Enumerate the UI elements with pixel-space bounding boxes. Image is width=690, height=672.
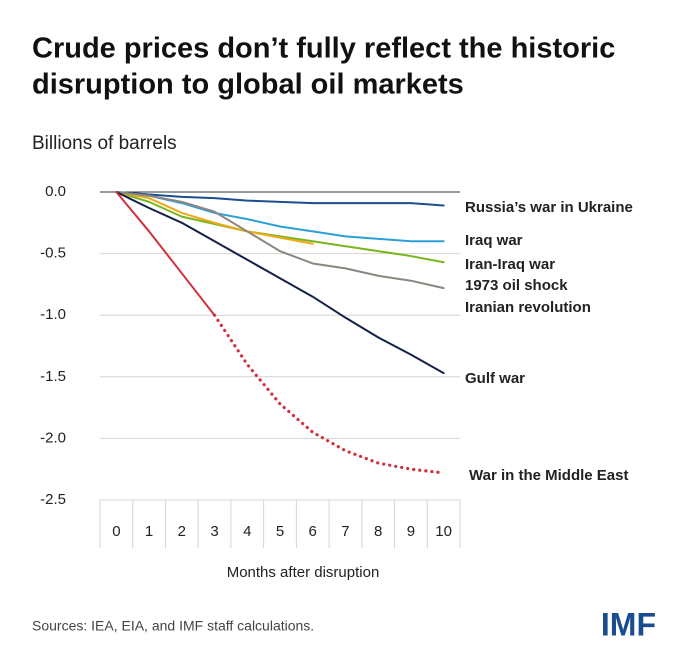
x-tick-label: 3: [210, 523, 218, 540]
series-label: Iran-Iraq war: [465, 256, 555, 273]
x-tick-label: 4: [243, 523, 251, 540]
series-label: Iraq war: [465, 232, 523, 249]
y-tick-label: -1.5: [40, 368, 66, 385]
x-tick-label: 10: [435, 523, 452, 540]
x-tick-label: 8: [374, 523, 382, 540]
x-axis-label: Months after disruption: [227, 564, 380, 581]
y-tick-label: -2.0: [40, 429, 66, 446]
logo: IMF: [601, 606, 656, 642]
y-tick-label: -2.5: [40, 491, 66, 508]
x-tick-label: 6: [309, 523, 317, 540]
series-label: War in the Middle East: [469, 467, 628, 484]
y-tick-label: 0.0: [45, 183, 66, 200]
y-tick-label: -1.0: [40, 306, 66, 323]
source: Sources: IEA, EIA, and IMF staff calcula…: [32, 618, 314, 634]
line: [115, 191, 445, 375]
series-label: Russia’s war in Ukraine: [465, 199, 633, 216]
line: [115, 191, 445, 264]
line-projection: [212, 313, 446, 475]
y-tick-label: -0.5: [40, 245, 66, 262]
x-tick-label: 9: [407, 523, 415, 540]
line: [115, 191, 445, 207]
chart-title: Crude prices don’t fully reflect the his…: [32, 33, 615, 65]
series-label: Iranian revolution: [465, 299, 591, 316]
x-tick-label: 2: [178, 523, 186, 540]
y-axis-label: Billions of barrels: [32, 133, 177, 154]
line: [115, 191, 216, 317]
x-tick-label: 0: [112, 523, 120, 540]
x-tick-label: 1: [145, 523, 153, 540]
line: [115, 191, 314, 245]
x-tick-label: 5: [276, 523, 284, 540]
series-label: Gulf war: [465, 370, 525, 387]
chart-title: disruption to global oil markets: [32, 69, 464, 101]
x-tick-label: 7: [341, 523, 349, 540]
series-label: 1973 oil shock: [465, 277, 568, 294]
line: [115, 191, 445, 290]
